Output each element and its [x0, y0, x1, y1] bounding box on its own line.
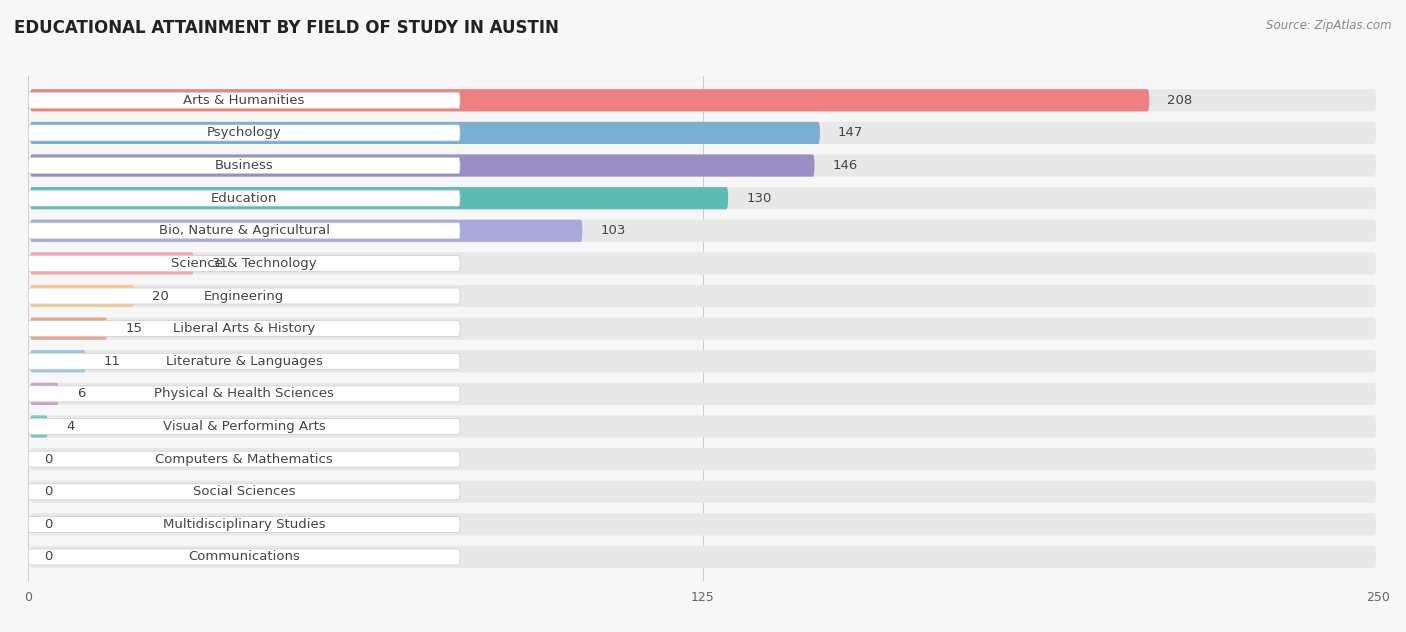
FancyBboxPatch shape: [30, 317, 1376, 340]
Text: Visual & Performing Arts: Visual & Performing Arts: [163, 420, 325, 433]
FancyBboxPatch shape: [30, 448, 1376, 470]
FancyBboxPatch shape: [30, 187, 1376, 209]
Text: Communications: Communications: [188, 550, 299, 564]
FancyBboxPatch shape: [28, 320, 460, 337]
Text: 130: 130: [747, 191, 772, 205]
FancyBboxPatch shape: [28, 223, 460, 239]
FancyBboxPatch shape: [28, 418, 460, 434]
FancyBboxPatch shape: [30, 481, 1376, 503]
Text: 31: 31: [212, 257, 229, 270]
Text: Computers & Mathematics: Computers & Mathematics: [155, 453, 333, 466]
FancyBboxPatch shape: [28, 255, 460, 271]
FancyBboxPatch shape: [28, 190, 460, 206]
FancyBboxPatch shape: [28, 353, 460, 369]
FancyBboxPatch shape: [30, 252, 1376, 274]
FancyBboxPatch shape: [28, 288, 460, 304]
Text: 147: 147: [838, 126, 863, 140]
FancyBboxPatch shape: [30, 285, 134, 307]
FancyBboxPatch shape: [30, 350, 86, 372]
Text: 103: 103: [600, 224, 626, 237]
FancyBboxPatch shape: [30, 154, 814, 176]
FancyBboxPatch shape: [30, 252, 194, 274]
Text: 15: 15: [125, 322, 142, 335]
FancyBboxPatch shape: [30, 89, 1149, 111]
FancyBboxPatch shape: [30, 220, 1376, 242]
Text: Psychology: Psychology: [207, 126, 281, 140]
Text: 6: 6: [77, 387, 86, 401]
FancyBboxPatch shape: [30, 317, 107, 340]
Text: Engineering: Engineering: [204, 289, 284, 303]
FancyBboxPatch shape: [28, 483, 460, 500]
Text: 0: 0: [45, 485, 52, 498]
FancyBboxPatch shape: [30, 513, 1376, 535]
FancyBboxPatch shape: [30, 383, 1376, 405]
Text: Education: Education: [211, 191, 277, 205]
FancyBboxPatch shape: [30, 220, 582, 242]
FancyBboxPatch shape: [28, 451, 460, 467]
Text: 4: 4: [66, 420, 75, 433]
FancyBboxPatch shape: [30, 122, 820, 144]
FancyBboxPatch shape: [28, 125, 460, 141]
FancyBboxPatch shape: [30, 89, 1376, 111]
FancyBboxPatch shape: [30, 154, 1376, 176]
FancyBboxPatch shape: [30, 187, 728, 209]
Text: Literature & Languages: Literature & Languages: [166, 355, 322, 368]
FancyBboxPatch shape: [30, 546, 1376, 568]
Text: 146: 146: [832, 159, 858, 172]
FancyBboxPatch shape: [28, 386, 460, 402]
FancyBboxPatch shape: [28, 516, 460, 532]
Text: Multidisciplinary Studies: Multidisciplinary Studies: [163, 518, 325, 531]
FancyBboxPatch shape: [30, 285, 1376, 307]
Text: Bio, Nature & Agricultural: Bio, Nature & Agricultural: [159, 224, 329, 237]
FancyBboxPatch shape: [30, 415, 1376, 437]
FancyBboxPatch shape: [28, 92, 460, 108]
Text: Business: Business: [215, 159, 273, 172]
FancyBboxPatch shape: [28, 157, 460, 174]
Text: 11: 11: [104, 355, 121, 368]
FancyBboxPatch shape: [30, 122, 1376, 144]
Text: Source: ZipAtlas.com: Source: ZipAtlas.com: [1267, 19, 1392, 32]
FancyBboxPatch shape: [30, 383, 59, 405]
FancyBboxPatch shape: [28, 549, 460, 565]
Text: 20: 20: [152, 289, 169, 303]
Text: EDUCATIONAL ATTAINMENT BY FIELD OF STUDY IN AUSTIN: EDUCATIONAL ATTAINMENT BY FIELD OF STUDY…: [14, 19, 560, 37]
FancyBboxPatch shape: [30, 350, 1376, 372]
Text: 0: 0: [45, 550, 52, 564]
Text: Liberal Arts & History: Liberal Arts & History: [173, 322, 315, 335]
FancyBboxPatch shape: [30, 415, 48, 437]
Text: Science & Technology: Science & Technology: [172, 257, 316, 270]
Text: 208: 208: [1167, 94, 1192, 107]
Text: 0: 0: [45, 453, 52, 466]
Text: Arts & Humanities: Arts & Humanities: [183, 94, 305, 107]
Text: Physical & Health Sciences: Physical & Health Sciences: [155, 387, 335, 401]
Text: Social Sciences: Social Sciences: [193, 485, 295, 498]
Text: 0: 0: [45, 518, 52, 531]
